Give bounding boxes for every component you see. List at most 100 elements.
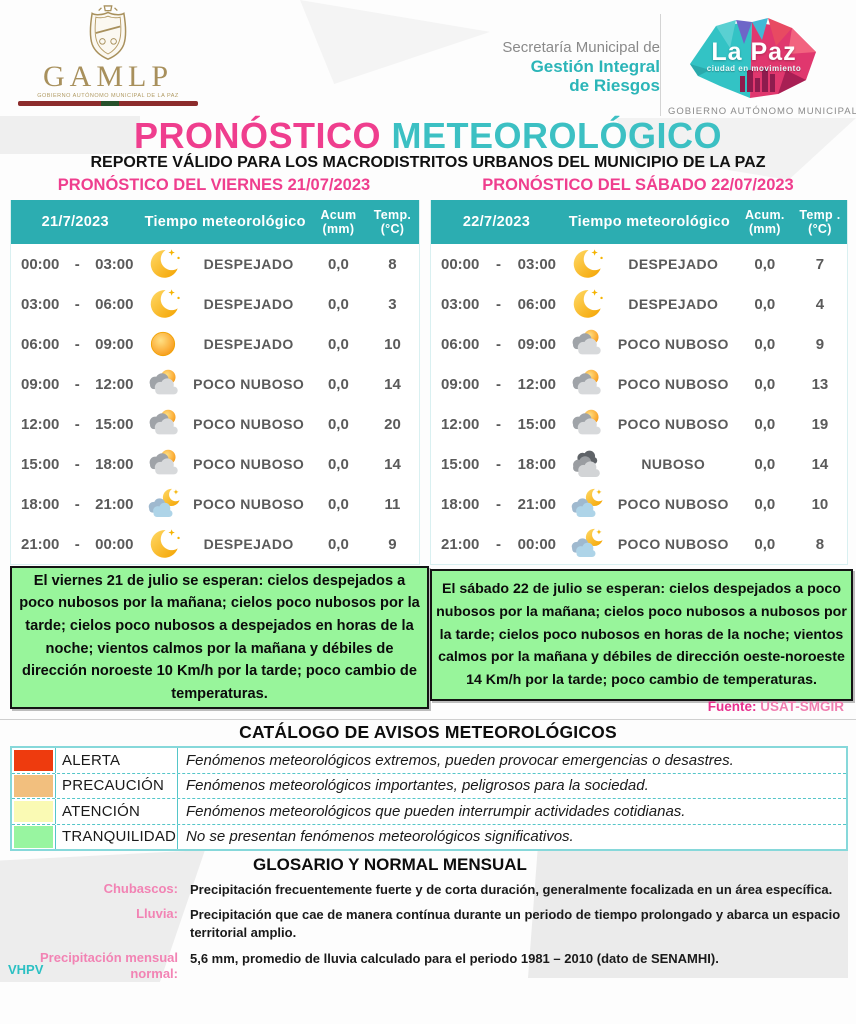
moon-stars-icon — [562, 286, 610, 322]
precipitation-value: 0,0 — [327, 495, 349, 513]
background-texture — [528, 850, 848, 978]
weather-condition: POCO NUBOSO — [617, 336, 729, 352]
forecast-table-header: 22/7/2023 Tiempo meteorológico Acum. (mm… — [431, 200, 847, 244]
friday-section-title: PRONÓSTICO DEL VIERNES 21/07/2023 — [57, 176, 371, 194]
glossary-list: Chubascos: Precipitación frecuentemente f… — [10, 881, 842, 990]
lapaz-mosaic-icon — [690, 18, 816, 98]
weather-condition: DESPEJADO — [203, 536, 294, 552]
sun-cloud-icon — [140, 446, 187, 482]
severity-color-swatch — [12, 799, 56, 824]
gamlp-ribbon — [18, 101, 198, 106]
glossary-term: Lluvia: — [136, 906, 178, 922]
forecast-table-body: 00:00-03:00 DESPEJADO 0,0 7 03:00-06:00 DESPE… — [431, 244, 847, 564]
moon-stars-icon — [562, 246, 610, 282]
gamlp-crest-icon — [89, 5, 127, 60]
precipitation-value: 0,0 — [754, 495, 776, 513]
time-range: 00:00-03:00 — [441, 255, 557, 273]
glossary-entry: Precipitación mensual normal: 5,6 mm, pro… — [10, 950, 842, 984]
gamlp-small-caption: GOBIERNO AUTÓNOMO MUNICIPAL DE LA PAZ — [37, 93, 179, 99]
friday-summary-text: El viernes 21 de julio se esperan: cielo… — [19, 572, 420, 702]
secretaria-line3: de Riesgos — [569, 75, 660, 95]
time-range: 18:00-21:00 — [441, 495, 557, 513]
temperature-value: 3 — [388, 295, 397, 313]
weather-condition: POCO NUBOSO — [193, 376, 305, 392]
page-title-part1: PRONÓSTICO — [133, 115, 381, 156]
sun-cloud-icon — [140, 366, 187, 402]
precipitation-value: 0,0 — [754, 455, 776, 473]
severity-description: No se presentan fenómenos meteorológicos… — [186, 828, 574, 846]
temp-header: Temp. (°C) — [373, 207, 412, 236]
secretaria-line2: Gestión Integral — [530, 56, 660, 76]
temperature-value: 14 — [384, 375, 401, 393]
weather-header: Tiempo meteorológico — [144, 214, 306, 230]
sun-cloud-icon — [562, 366, 610, 402]
forecast-row: 18:00-21:00 POCO NUBOSO 0,0 10 — [431, 484, 847, 524]
lapaz-title: La Paz — [711, 38, 797, 66]
temp-header: Temp . (°C) — [799, 207, 841, 236]
weather-condition: POCO NUBOSO — [617, 416, 729, 432]
time-range: 09:00-12:00 — [21, 375, 134, 393]
forecast-row: 06:00-09:00 DESPEJADO 0,0 10 — [11, 324, 419, 364]
sun-icon — [140, 326, 187, 362]
precipitation-value: 0,0 — [754, 535, 776, 553]
severity-label: PRECAUCIÓN — [56, 773, 178, 798]
catalog-row: ALERTA Fenómenos meteorológicos extremos,… — [12, 748, 846, 774]
precipitation-value: 0,0 — [327, 375, 349, 393]
lapaz-tagline: ciudad en movimiento — [706, 64, 802, 73]
time-range: 15:00-18:00 — [21, 455, 134, 473]
precipitation-value: 0,0 — [327, 415, 349, 433]
sun-cloud-icon — [562, 326, 610, 362]
catalog-row: TRANQUILIDAD No se presentan fenómenos me… — [12, 824, 846, 849]
secretaria-block: Secretaría Municipal de Gestión Integral… — [400, 39, 660, 95]
time-range: 15:00-18:00 — [441, 455, 557, 473]
header-divider — [660, 14, 661, 116]
glossary-entry: Lluvia: Precipitación que cae de manera c… — [10, 906, 842, 942]
friday-forecast-table: 21/7/2023 Tiempo meteorológico Acum (mm)… — [10, 200, 420, 565]
glossary-definition: 5,6 mm, promedio de lluvia calculado par… — [190, 950, 719, 966]
temperature-value: 7 — [815, 255, 825, 273]
temperature-value: 11 — [384, 495, 401, 513]
time-range: 12:00-15:00 — [21, 415, 134, 433]
severity-color-swatch — [12, 773, 56, 798]
lapaz-logo: La Paz ciudad en movimiento GOBIERNO AUT… — [668, 14, 856, 118]
forecast-row: 03:00-06:00 DESPEJADO 0,0 4 — [431, 284, 847, 324]
precipitation-value: 0,0 — [327, 295, 349, 313]
forecast-table-body: 00:00-03:00 DESPEJADO 0,0 8 03:00-06:00 DESPE… — [11, 244, 419, 564]
temperature-value: 9 — [815, 335, 825, 353]
weather-condition: POCO NUBOSO — [617, 536, 729, 552]
severity-description: Fenómenos meteorológicos que pueden inte… — [186, 802, 686, 820]
weather-condition: DESPEJADO — [203, 296, 294, 312]
severity-description: Fenómenos meteorológicos importantes, pe… — [186, 777, 649, 795]
severity-color-swatch — [12, 748, 56, 773]
weather-condition: POCO NUBOSO — [193, 496, 305, 512]
forecast-row: 21:00-00:00 POCO NUBOSO 0,0 8 — [431, 524, 847, 564]
time-range: 03:00-06:00 — [441, 295, 557, 313]
glossary-definition: Precipitación que cae de manera contínua… — [190, 907, 841, 941]
catalog-table: ALERTA Fenómenos meteorológicos extremos,… — [10, 746, 848, 851]
time-range: 03:00-06:00 — [21, 295, 134, 313]
sun-cloud-icon — [562, 406, 610, 442]
moon-stars-icon — [140, 526, 187, 562]
forecast-row: 09:00-12:00 POCO NUBOSO 0,0 14 — [11, 364, 419, 404]
temperature-value: 8 — [815, 535, 825, 553]
glossary-entry: Chubascos: Precipitación frecuentemente f… — [10, 881, 842, 899]
time-range: 06:00-09:00 — [21, 335, 134, 353]
temperature-value: 20 — [384, 415, 401, 433]
precipitation-value: 0,0 — [754, 255, 776, 273]
severity-label: ALERTA — [56, 748, 178, 773]
temperature-value: 9 — [388, 535, 397, 553]
precipitation-value: 0,0 — [754, 335, 776, 353]
weather-condition: POCO NUBOSO — [193, 416, 305, 432]
time-range: 21:00-00:00 — [21, 535, 134, 553]
moon-cloud-icon — [562, 486, 610, 522]
forecast-row: 18:00-21:00 POCO NUBOSO 0,0 11 — [11, 484, 419, 524]
date-header: 21/7/2023 — [41, 214, 109, 230]
time-range: 06:00-09:00 — [441, 335, 557, 353]
forecast-row: 09:00-12:00 POCO NUBOSO 0,0 13 — [431, 364, 847, 404]
forecast-row: 00:00-03:00 DESPEJADO 0,0 8 — [11, 244, 419, 284]
catalog-row: PRECAUCIÓN Fenómenos meteorológicos impor… — [12, 773, 846, 799]
weather-condition: DESPEJADO — [628, 296, 719, 312]
section-divider — [0, 719, 856, 720]
glossary-definition: Precipitación frecuentemente fuerte y de… — [190, 882, 833, 897]
